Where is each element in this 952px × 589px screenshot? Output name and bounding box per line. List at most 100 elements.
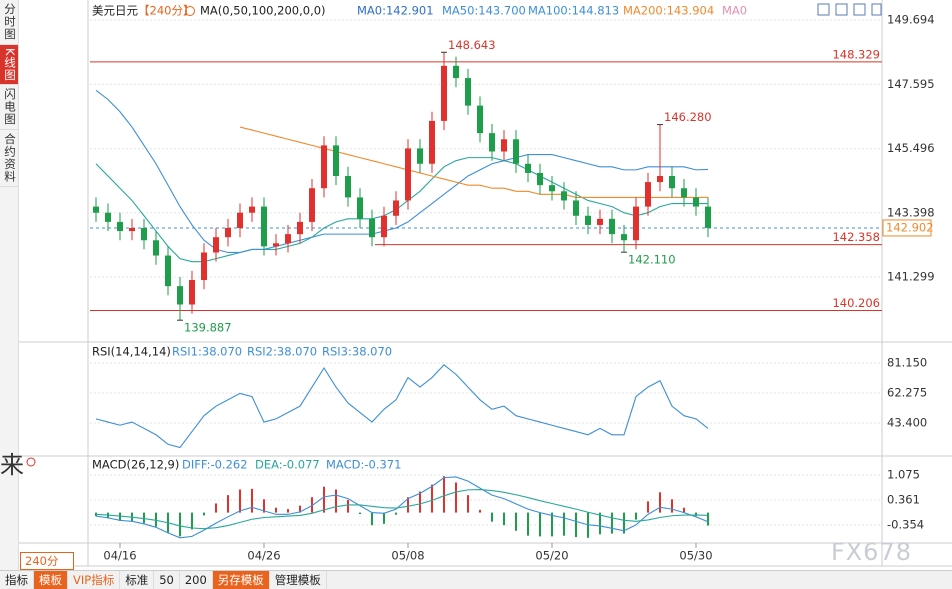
candle-body [165, 255, 171, 287]
rsi-header: RSI2:38.070 [247, 345, 317, 359]
toolbar-button[interactable]: 标准 [120, 571, 155, 589]
candle-body [537, 172, 543, 186]
candle-body [585, 215, 591, 225]
toolbar-button[interactable]: 管理模板 [270, 571, 327, 589]
candle-body [357, 197, 363, 219]
candle-body [177, 286, 183, 305]
icon[interactable] [853, 3, 866, 16]
icon[interactable] [835, 3, 848, 16]
rsi-header: RSI1:38.070 [172, 345, 242, 359]
current-price-box [882, 219, 932, 237]
candle-body [201, 252, 207, 281]
candle-body [645, 182, 651, 207]
candle-body [249, 206, 255, 213]
y-tick-label: 147.595 [887, 77, 935, 91]
candle-body [153, 240, 159, 256]
ma-value: MA50:143.700 [442, 4, 526, 18]
candle-body [273, 243, 279, 247]
icon[interactable] [871, 3, 882, 16]
y-tick-label: 145.496 [887, 141, 935, 155]
sidebar: 分时图 K线图 闪电图 合约资料 [0, 0, 19, 588]
x-tick-label: 05/08 [391, 549, 424, 563]
level-label: 142.358 [832, 230, 880, 244]
toolbar-button[interactable]: 50 [154, 571, 180, 589]
tab[interactable]: 分时图 [0, 0, 18, 45]
candle-body [129, 228, 135, 232]
candle-body [633, 206, 639, 241]
y-tick-label: 62.275 [887, 385, 927, 399]
toolbar-icons[interactable] [26, 3, 882, 467]
diff-line [95, 476, 709, 539]
candle-body [681, 188, 687, 198]
candle-body [309, 188, 315, 222]
ma-value: MA100:144.813 [528, 4, 619, 18]
candle-body [297, 221, 303, 235]
extreme-label: 139.887 [184, 321, 232, 335]
y-tick-label: 43.400 [887, 416, 927, 430]
candle-body [213, 237, 219, 253]
candle-body [465, 78, 471, 106]
chart-bg [19, 0, 952, 570]
candle-body [501, 139, 507, 152]
tab[interactable]: 合约资料 [0, 130, 18, 187]
toolbar-button[interactable]: 另存模板 [212, 571, 270, 589]
candle-body [393, 200, 399, 216]
candle-body [489, 133, 495, 152]
candle-body [561, 191, 567, 201]
candle-body [417, 148, 423, 164]
candle-body [657, 175, 663, 183]
candle-body [609, 218, 615, 235]
symbol: 美元日元 [92, 4, 138, 18]
x-tick-label: 05/30 [679, 549, 712, 563]
extreme-label: 148.643 [448, 38, 496, 52]
candle-body [453, 65, 459, 79]
candle-body [513, 139, 519, 164]
toolbar-button[interactable]: 200 [180, 571, 213, 589]
candle-body [705, 206, 711, 228]
period-select[interactable]: 240分 [20, 552, 74, 570]
toolbar-button[interactable]: 模板 [34, 571, 68, 589]
candle-body [345, 175, 351, 198]
y-tick-label: 81.150 [887, 355, 927, 369]
candle-body [477, 105, 483, 134]
candle-body [225, 228, 231, 238]
tab[interactable]: 闪电图 [0, 85, 18, 130]
candle-body [189, 280, 195, 305]
candle-body [105, 212, 111, 222]
ma-value: MA0:142.901 [357, 4, 434, 18]
macd-header: MACD:-0.371 [326, 458, 401, 472]
candle-body [549, 185, 555, 192]
settings-icon[interactable] [185, 6, 195, 16]
tab[interactable]: K线图 [0, 44, 18, 86]
rsi-header: RSI3:38.070 [322, 345, 392, 359]
ma-line [95, 89, 709, 254]
level-label: 140.206 [832, 296, 880, 310]
candle-body [381, 215, 387, 238]
toolbar-button[interactable]: 指标 [0, 571, 34, 589]
candle-body [693, 197, 699, 207]
icon[interactable] [817, 3, 830, 16]
crosshair-icon [26, 457, 36, 467]
extreme-label: 146.280 [664, 110, 712, 124]
toolbar-button[interactable]: VIP指标 [68, 571, 121, 589]
x-tick-label: 04/16 [103, 549, 136, 563]
candle-body [369, 218, 375, 238]
y-tick-label: 0.361 [887, 492, 920, 506]
toolbar: 指标 模板 VIP指标 标准 50 200 另存模板 管理模板 [0, 570, 952, 589]
ma-line [239, 126, 709, 198]
period: 【240分】 [138, 4, 194, 18]
y-tick-label: 141.299 [887, 269, 935, 283]
candle-body [525, 163, 531, 173]
candle-body [285, 234, 291, 244]
candle-body [261, 206, 267, 247]
candle-body [237, 212, 243, 229]
rsi-header: RSI(14,14,14) [92, 345, 171, 359]
macd-header: DIFF:-0.262 [182, 458, 248, 472]
ma-value: MA200:143.904 [623, 4, 714, 18]
candle-body [669, 175, 675, 189]
y-tick-label: 149.694 [887, 13, 935, 27]
side-glyph: 来 [0, 451, 24, 479]
rsi-line [95, 364, 709, 449]
candle-body [597, 218, 603, 225]
